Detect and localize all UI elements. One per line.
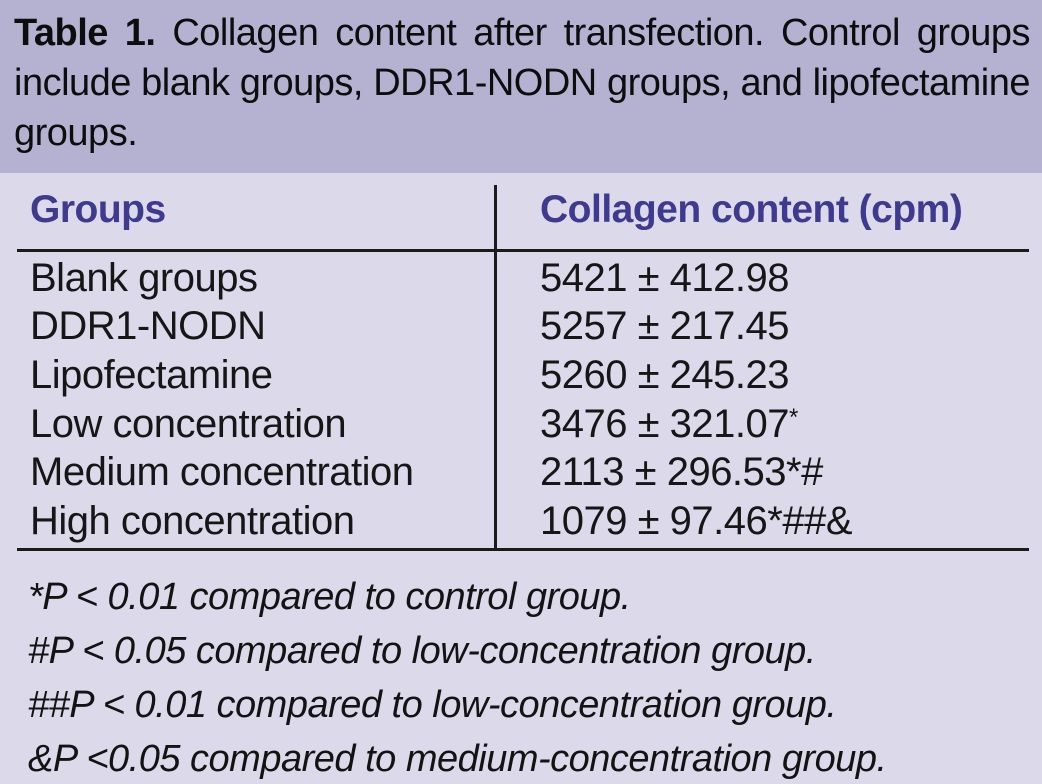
group-cell: DDR1-NODN (30, 304, 266, 349)
table-panel (0, 173, 1042, 784)
table-row: DDR1-NODN 5257 ± 217.45 (0, 303, 1042, 352)
table-caption: Table 1. Collagen content after transfec… (14, 8, 1031, 158)
column-header-groups: Groups (30, 188, 166, 231)
footnote-ampersand: &P <0.05 compared to medium-concentratio… (28, 738, 887, 780)
group-cell: Medium concentration (30, 450, 414, 495)
column-divider (494, 185, 497, 549)
value-text: 1079 ± 97.46*##& (540, 498, 853, 543)
table-row: Medium concentration 2113 ± 296.53*# (0, 448, 1042, 497)
value-cell: 1079 ± 97.46*##& (500, 498, 853, 544)
group-cell: Lipofectamine (30, 352, 273, 397)
table-body: Blank groups 5421 ± 412.98 DDR1-NODN 525… (0, 254, 1042, 546)
bottom-rule (17, 548, 1029, 551)
value-superscript: * (789, 403, 798, 431)
value-text: 5260 ± 245.23 (540, 352, 790, 397)
table-footnotes: *P < 0.01 compared to control group. #P … (28, 570, 1032, 784)
group-cell: Low concentration (30, 401, 347, 446)
table-header-row: Groups Collagen content (cpm) (0, 188, 1042, 232)
value-cell: 3476 ± 321.07* (500, 402, 798, 447)
value-cell: 5260 ± 245.23 (500, 352, 790, 398)
table-row: Blank groups 5421 ± 412.98 (0, 254, 1042, 303)
value-cell: 5421 ± 412.98 (500, 255, 790, 301)
footnote-double-hash: ##P < 0.01 compared to low-concentration… (28, 684, 837, 726)
table-row: Lipofectamine 5260 ± 245.23 (0, 351, 1042, 400)
footnote-hash: #P < 0.05 compared to low-concentration … (28, 630, 816, 672)
footnote-asterisk: *P < 0.01 compared to control group. (28, 576, 631, 618)
value-cell: 5257 ± 217.45 (500, 304, 790, 349)
value-text: 5257 ± 217.45 (540, 304, 790, 349)
column-header-collagen-content: Collagen content (cpm) (540, 188, 963, 231)
group-cell: Blank groups (30, 255, 258, 300)
header-rule (17, 249, 1029, 252)
table-row: Low concentration 3476 ± 321.07* (0, 400, 1042, 449)
value-text: 3476 ± 321.07 (540, 401, 790, 446)
group-cell: High concentration (30, 498, 355, 543)
value-cell: 2113 ± 296.53*# (500, 450, 823, 495)
table-row: High concentration 1079 ± 97.46*##& (0, 497, 1042, 546)
value-text: 2113 ± 296.53*# (540, 450, 823, 495)
table-caption-text: Collagen content after transfection. Con… (14, 12, 1031, 154)
value-text: 5421 ± 412.98 (540, 255, 790, 300)
table-caption-label: Table 1. (14, 12, 156, 54)
